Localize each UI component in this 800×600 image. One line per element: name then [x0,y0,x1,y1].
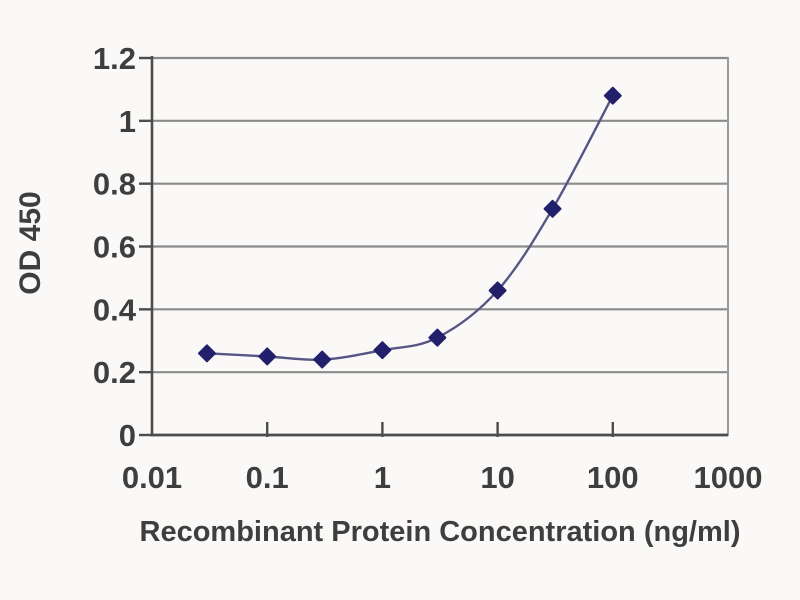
y-tick-label: 0 [119,418,136,453]
x-tick-label: 100 [587,460,639,495]
x-axis-title: Recombinant Protein Concentration (ng/ml… [139,516,741,548]
data-point-marker [313,350,332,369]
y-tick-label: 1.2 [93,41,136,76]
x-tick-label: 10 [480,460,514,495]
x-tick-label: 1000 [694,460,763,495]
y-axis-title: OD 450 [14,191,47,295]
data-point-marker [428,328,447,347]
data-point-marker [258,347,277,366]
x-tick-label: 0.01 [122,460,182,495]
data-point-marker [543,199,562,218]
y-tick-label: 0.6 [93,230,136,265]
data-point-marker [603,86,622,105]
data-point-marker [488,281,507,300]
y-tick-label: 0.8 [93,167,136,202]
data-point-marker [373,341,392,360]
y-tick-label: 1 [119,104,136,139]
y-tick-label: 0.2 [93,355,136,390]
x-tick-label: 0.1 [246,460,289,495]
curve-line [206,95,614,361]
data-point-marker [197,344,216,363]
x-tick-label: 1 [374,460,391,495]
y-tick-label: 0.4 [93,292,137,327]
